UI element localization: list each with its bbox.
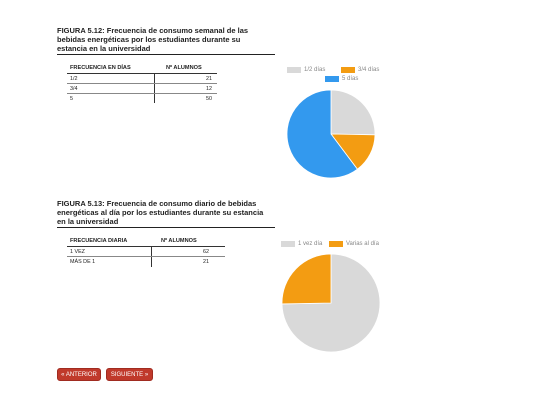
legend-swatch: [281, 241, 295, 247]
figure-title-line: bebidas energéticas por los estudiantes …: [57, 35, 241, 44]
table-cell-value: 62: [203, 249, 209, 255]
table-header-students: Nº ALUMNOS: [166, 65, 202, 71]
legend-item: 5 días: [325, 76, 358, 82]
legend-swatch: [287, 67, 301, 73]
daily-frequency-pie-chart: [281, 253, 381, 353]
table-header-frequency: FRECUENCIA DIARIA: [70, 238, 128, 244]
legend-label: Varias al día: [346, 241, 379, 247]
figure-title-line: en la universidad: [57, 217, 119, 226]
legend-label: 3/4 días: [358, 67, 380, 73]
table-header-students: Nº ALUMNOS: [161, 238, 197, 244]
pie1-legend: 1/2 días 3/4 días 5 días: [287, 67, 407, 87]
figure-title-line: estancia en la universidad: [57, 44, 151, 53]
figure-title-line: FIGURA 5.12: Frecuencia de consumo seman…: [57, 26, 249, 35]
figure-title-line: energéticas al día por los estudiantes d…: [57, 208, 264, 217]
pie-slice: [330, 89, 376, 136]
legend-item: 1/2 días: [287, 67, 325, 73]
pie2-legend: 1 vez día Varias al día: [281, 241, 401, 251]
table-cell-label: MÁS DE 1: [70, 259, 96, 265]
legend-item: 3/4 días: [341, 67, 379, 73]
table-cell-value: 21: [203, 259, 209, 265]
pie-slice: [281, 253, 332, 305]
legend-swatch: [341, 67, 355, 73]
table-cell-label: 5: [70, 96, 73, 102]
weekly-frequency-pie-chart: [286, 89, 376, 179]
legend-item: 1 vez día: [281, 241, 322, 247]
title-divider: [57, 227, 275, 229]
table-header-rule: [67, 73, 217, 74]
table-row-rule: [67, 256, 225, 257]
next-button[interactable]: SIGUIENTE »: [106, 368, 153, 381]
table-cell-label: 1/2: [70, 76, 78, 82]
title-divider: [57, 54, 275, 56]
table-cell-value: 12: [206, 86, 212, 92]
pie-slice: [286, 89, 358, 179]
figure-title-line: FIGURA 5.13: Frecuencia de consumo diari…: [57, 199, 257, 208]
legend-item: Varias al día: [329, 241, 379, 247]
table-cell-value: 21: [206, 76, 212, 82]
table-row-rule: [67, 83, 217, 84]
legend-label: 1/2 días: [304, 67, 326, 73]
legend-swatch: [329, 241, 343, 247]
table-row-rule: [67, 93, 217, 94]
legend-label: 1 vez día: [298, 241, 323, 247]
table-cell-label: 3/4: [70, 86, 78, 92]
legend-swatch: [325, 76, 339, 82]
table-cell-label: 1 VEZ: [70, 249, 85, 255]
table-column-divider: [154, 73, 155, 103]
table-header-frequency: FRECUENCIA EN DÍAS: [70, 65, 131, 71]
pie-slice: [281, 253, 381, 353]
table-header-rule: [67, 246, 225, 247]
previous-button[interactable]: « ANTERIOR: [57, 368, 101, 381]
table-cell-value: 50: [206, 96, 212, 102]
legend-label: 5 días: [342, 76, 359, 82]
